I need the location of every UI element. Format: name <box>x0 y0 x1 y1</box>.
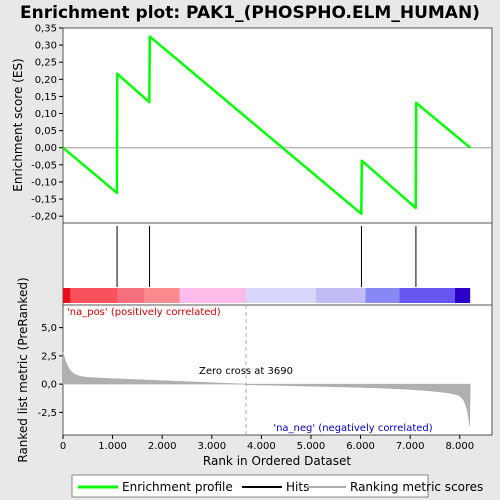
x-tick-label: 5.000 <box>297 441 326 452</box>
es-ytick-label: 0,20 <box>35 75 57 86</box>
metric-ytick-label: 0,0 <box>41 380 57 391</box>
es-ytick-label: -0,20 <box>31 212 57 223</box>
x-tick-label: 6.000 <box>346 441 375 452</box>
heatmap-band <box>246 288 316 303</box>
heatmap-band <box>117 288 145 303</box>
metric-panel: 5,0 2,5 0,0 -2,5 'na_pos' (positively correl… <box>37 305 471 435</box>
x-tick-label: 1.000 <box>98 441 127 452</box>
legend-hits: Hits <box>286 480 309 494</box>
neg-label: 'na_neg' (negatively correlated) <box>273 423 432 434</box>
heatmap-band <box>315 288 366 303</box>
heatmap-band <box>454 288 471 303</box>
es-ytick-label: 0,15 <box>35 92 57 103</box>
metric-panel-frame <box>62 304 493 436</box>
metric-ytick-label: -2,5 <box>37 408 57 419</box>
metric-ylabel: Ranked list metric (PreRanked) <box>16 277 30 462</box>
metric-ytick-label: 5,0 <box>41 323 57 334</box>
es-ytick-label: -0,05 <box>31 160 57 171</box>
es-ytick-label: 0,10 <box>35 109 57 120</box>
x-tick-label: 0 <box>60 441 66 452</box>
heatmap-band <box>144 288 180 303</box>
legend-enrichment: Enrichment profile <box>122 480 233 494</box>
legend-metric: Ranking metric scores <box>350 480 483 494</box>
heatmap-band <box>365 288 400 303</box>
es-ytick-label: 0,35 <box>35 24 57 35</box>
x-tick-label: 2.000 <box>148 441 177 452</box>
es-ylabel: Enrichment score (ES) <box>11 58 25 191</box>
metric-ytick-label: 2,5 <box>41 351 57 362</box>
es-curve <box>62 35 471 216</box>
pos-label: 'na_pos' (positively correlated) <box>67 307 221 318</box>
x-axis: 0 1.000 2.000 3.000 4.000 5.000 6.000 7.000 8.00… <box>60 435 474 452</box>
chart-title: Enrichment plot: PAK1_(PHOSPHO.ELM_HUMAN… <box>20 3 480 23</box>
es-ytick-label: 0,00 <box>35 143 57 154</box>
x-tick-label: 7.000 <box>396 441 425 452</box>
heatmap-band <box>399 288 455 303</box>
heatmap-band <box>63 288 71 303</box>
es-ytick-label: 0,05 <box>35 126 57 137</box>
x-tick-label: 4.000 <box>247 441 276 452</box>
x-tick-label: 8.000 <box>445 441 474 452</box>
heatmap-band <box>179 288 247 303</box>
metric-area <box>62 351 471 426</box>
hits-panel <box>63 226 471 303</box>
legend: Enrichment profile Hits Ranking metric s… <box>71 474 483 498</box>
es-panel: 0,35 0,30 0,25 0,20 0,15 0,10 0,05 0,00 -0,05 -0,… <box>31 24 492 223</box>
x-tick-label: 3.000 <box>197 441 226 452</box>
es-ytick-label: 0,30 <box>35 41 57 52</box>
x-axis-label: Rank in Ordered Dataset <box>203 454 351 468</box>
zero-cross-label: Zero cross at 3690 <box>199 366 293 377</box>
heatmap-band <box>70 288 118 303</box>
es-ytick-label: -0,15 <box>31 195 57 206</box>
es-ytick-label: 0,25 <box>35 58 57 69</box>
es-panel-frame <box>62 27 493 224</box>
es-ytick-label: -0,10 <box>31 177 57 188</box>
